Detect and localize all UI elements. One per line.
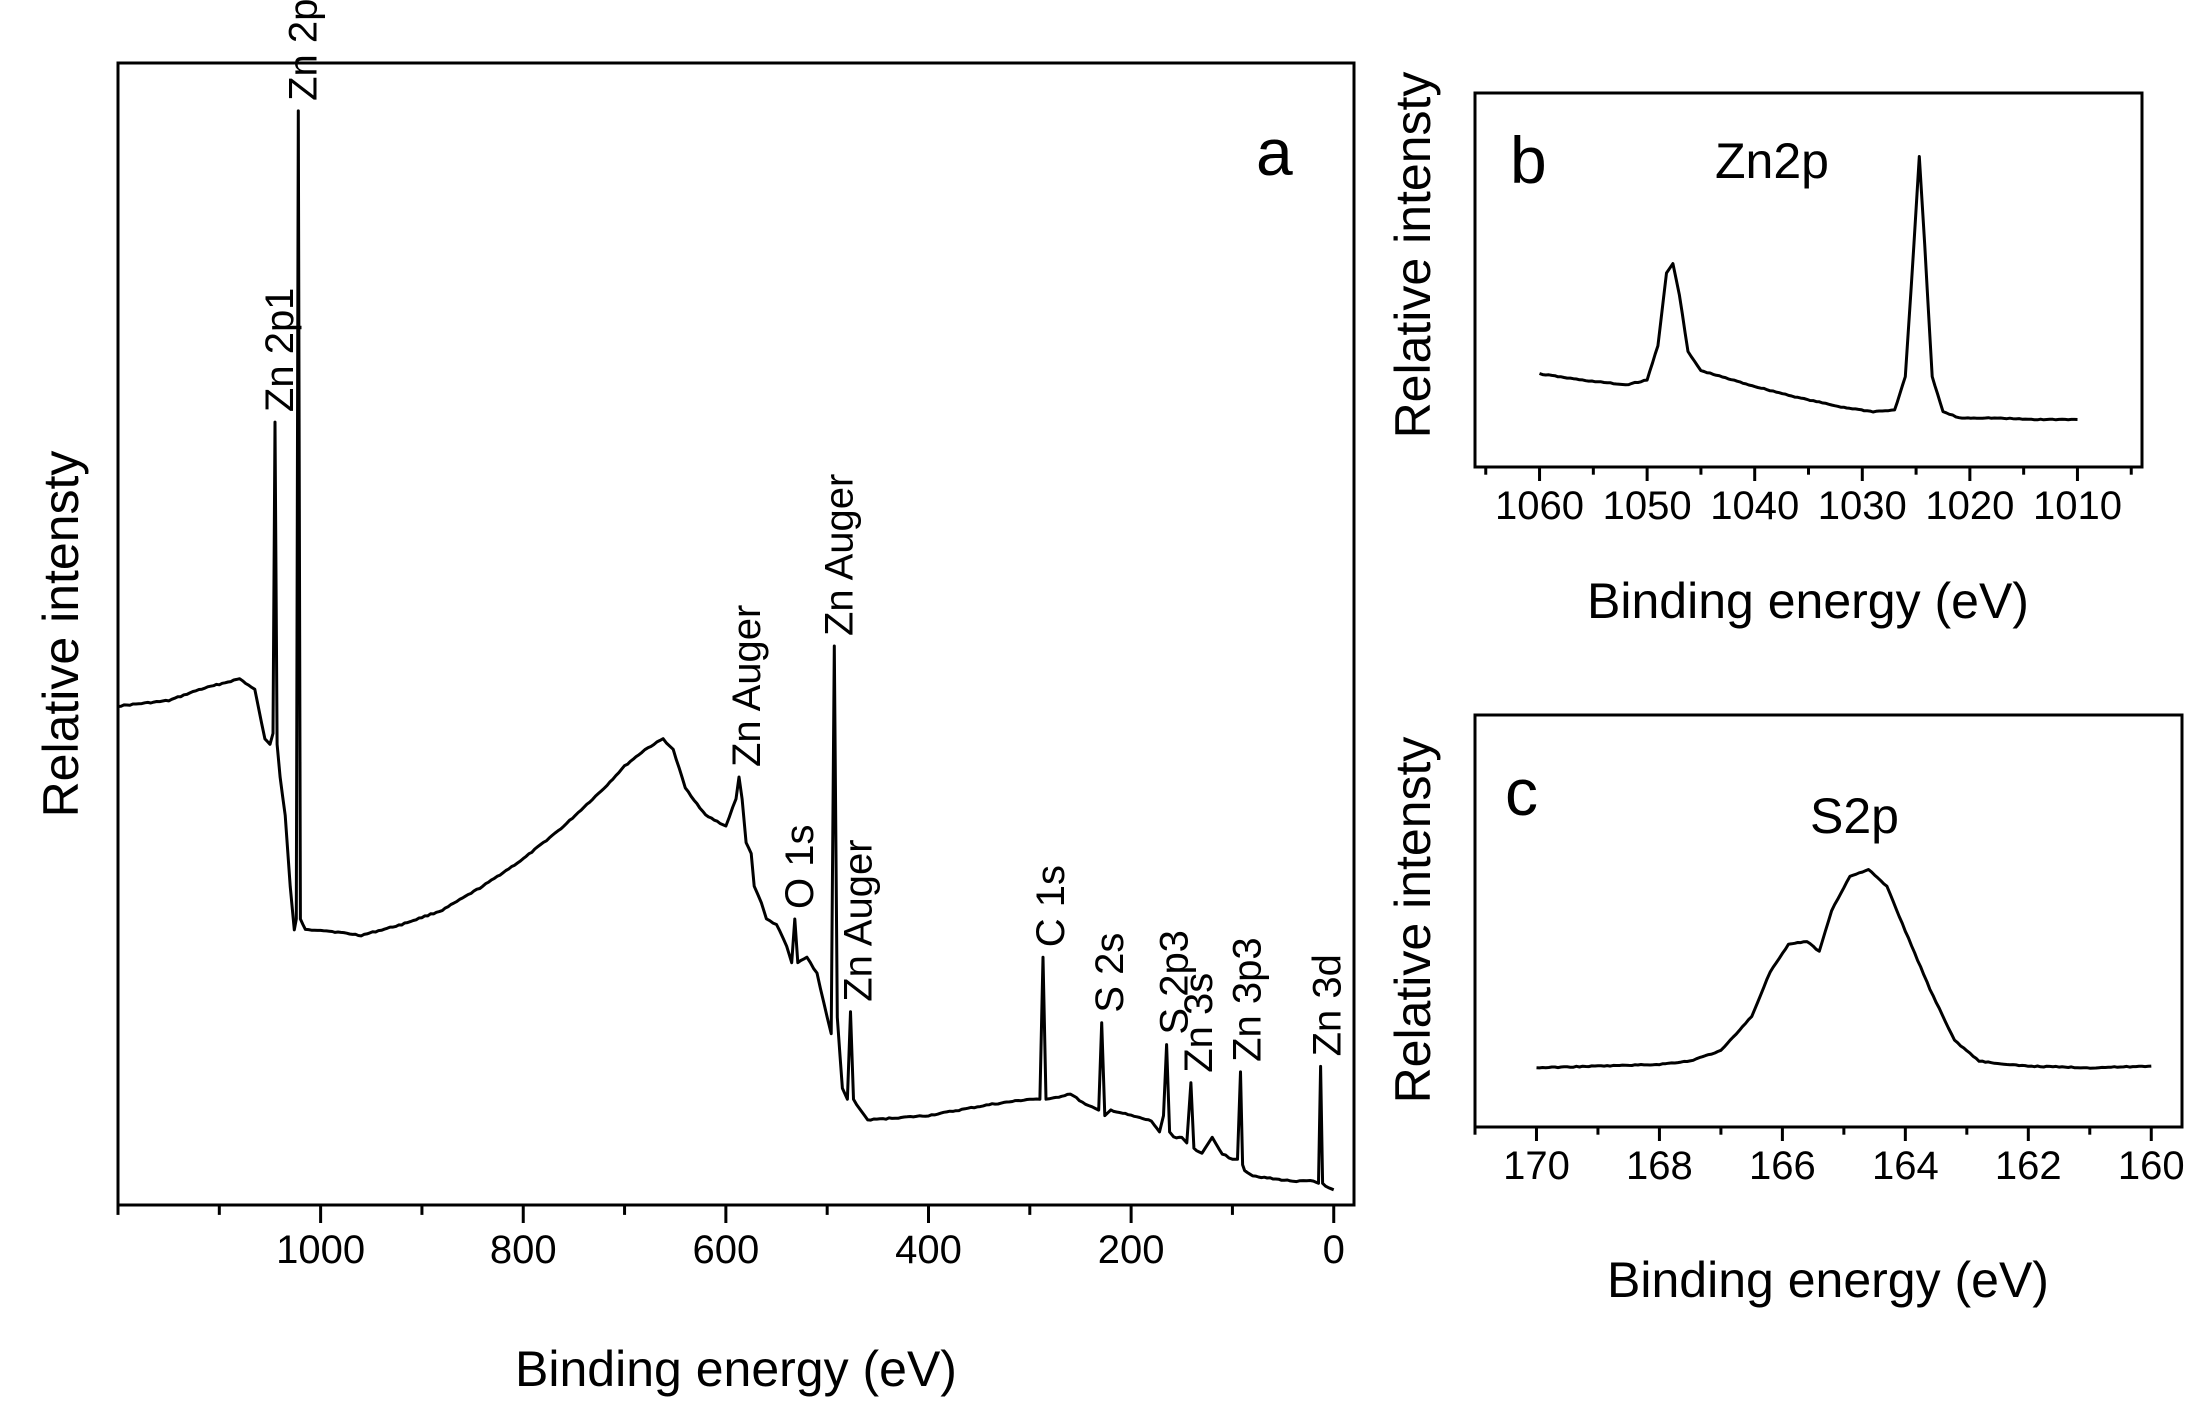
- panel-c-region-label: S2p: [1810, 788, 1899, 844]
- panel-a: 1000 800 600 400 200 0 Zn 2p1 Zn 2p3 Zn Auger O …: [33, 0, 1356, 1397]
- peak-label: Zn Auger: [817, 474, 861, 636]
- peak-label: O 1s: [778, 825, 822, 909]
- x-tick-label: 162: [1995, 1144, 2062, 1188]
- panel-a-peak-labels: Zn 2p1 Zn 2p3 Zn Auger O 1s Zn Auger Zn Auger…: [258, 0, 1350, 1073]
- x-tick-label: 1020: [1925, 484, 2014, 528]
- peak-label: Zn Auger: [725, 605, 769, 767]
- panel-c-x-ticks: [1473, 1127, 2153, 1141]
- panel-b-zn2p-spectrum-line: [1538, 155, 2078, 422]
- panel-b-x-ticks: [1484, 467, 2133, 481]
- x-tick-label: 1060: [1495, 484, 1584, 528]
- peak-label: Zn 2p1: [258, 288, 302, 413]
- panel-b-letter: b: [1510, 123, 1547, 197]
- x-tick-label: 160: [2118, 1144, 2185, 1188]
- panel-c: 170 168 166 164 162 160 c S2p Binding energy …: [1385, 713, 2185, 1308]
- panel-b-y-axis-title: Relative intensty: [1385, 72, 1441, 439]
- x-tick-label: 168: [1626, 1144, 1693, 1188]
- panel-a-y-axis-title: Relative intensty: [33, 451, 89, 818]
- panel-a-x-ticks: [116, 1205, 1336, 1223]
- x-tick-label: 166: [1749, 1144, 1816, 1188]
- x-tick-label: 1050: [1603, 484, 1692, 528]
- panel-b-region-label: Zn2p: [1715, 133, 1829, 189]
- x-tick-label: 200: [1098, 1228, 1165, 1272]
- x-tick-label: 1000: [276, 1228, 365, 1272]
- peak-label: Zn 3p3: [1226, 937, 1270, 1062]
- panel-c-letter: c: [1505, 755, 1538, 829]
- peak-label: Zn Auger: [837, 839, 881, 1001]
- x-tick-label: 800: [490, 1228, 557, 1272]
- x-tick-label: 1040: [1710, 484, 1799, 528]
- panel-a-letter: a: [1256, 115, 1293, 189]
- peak-label: S 2p3: [1153, 930, 1197, 1035]
- panel-c-s2p-spectrum-line: [1536, 868, 2152, 1070]
- x-tick-label: 600: [692, 1228, 759, 1272]
- x-tick-label: 0: [1323, 1228, 1345, 1272]
- x-tick-label: 1010: [2033, 484, 2122, 528]
- x-tick-label: 400: [895, 1228, 962, 1272]
- panel-c-y-axis-title: Relative intensty: [1385, 737, 1441, 1104]
- panel-b-x-axis-title: Binding energy (eV): [1587, 573, 2029, 629]
- panel-a-survey-spectrum-line: [117, 109, 1335, 1192]
- panel-a-frame: [116, 61, 1356, 1207]
- peak-label: Zn 2p3: [281, 0, 325, 101]
- panel-a-x-tick-labels: 1000 800 600 400 200 0: [276, 1228, 1345, 1272]
- x-tick-label: 170: [1503, 1144, 1570, 1188]
- panel-a-x-axis-title: Binding energy (eV): [515, 1341, 957, 1397]
- peak-label: S 2s: [1088, 933, 1132, 1013]
- x-tick-label: 164: [1872, 1144, 1939, 1188]
- panel-c-frame: [1473, 713, 2184, 1129]
- peak-label: Zn 3s: [1177, 973, 1221, 1073]
- panel-b-x-tick-labels: 1060 1050 1040 1030 1020 1010: [1495, 484, 2122, 528]
- x-tick-label: 1030: [1818, 484, 1907, 528]
- panel-b: 1060 1050 1040 1030 1020 1010 b Zn2p Binding …: [1385, 72, 2144, 629]
- peak-label: Zn 3d: [1306, 954, 1350, 1056]
- panel-c-x-tick-labels: 170 168 166 164 162 160: [1503, 1144, 2185, 1188]
- panel-c-x-axis-title: Binding energy (eV): [1607, 1252, 2049, 1308]
- peak-label: C 1s: [1029, 865, 1073, 947]
